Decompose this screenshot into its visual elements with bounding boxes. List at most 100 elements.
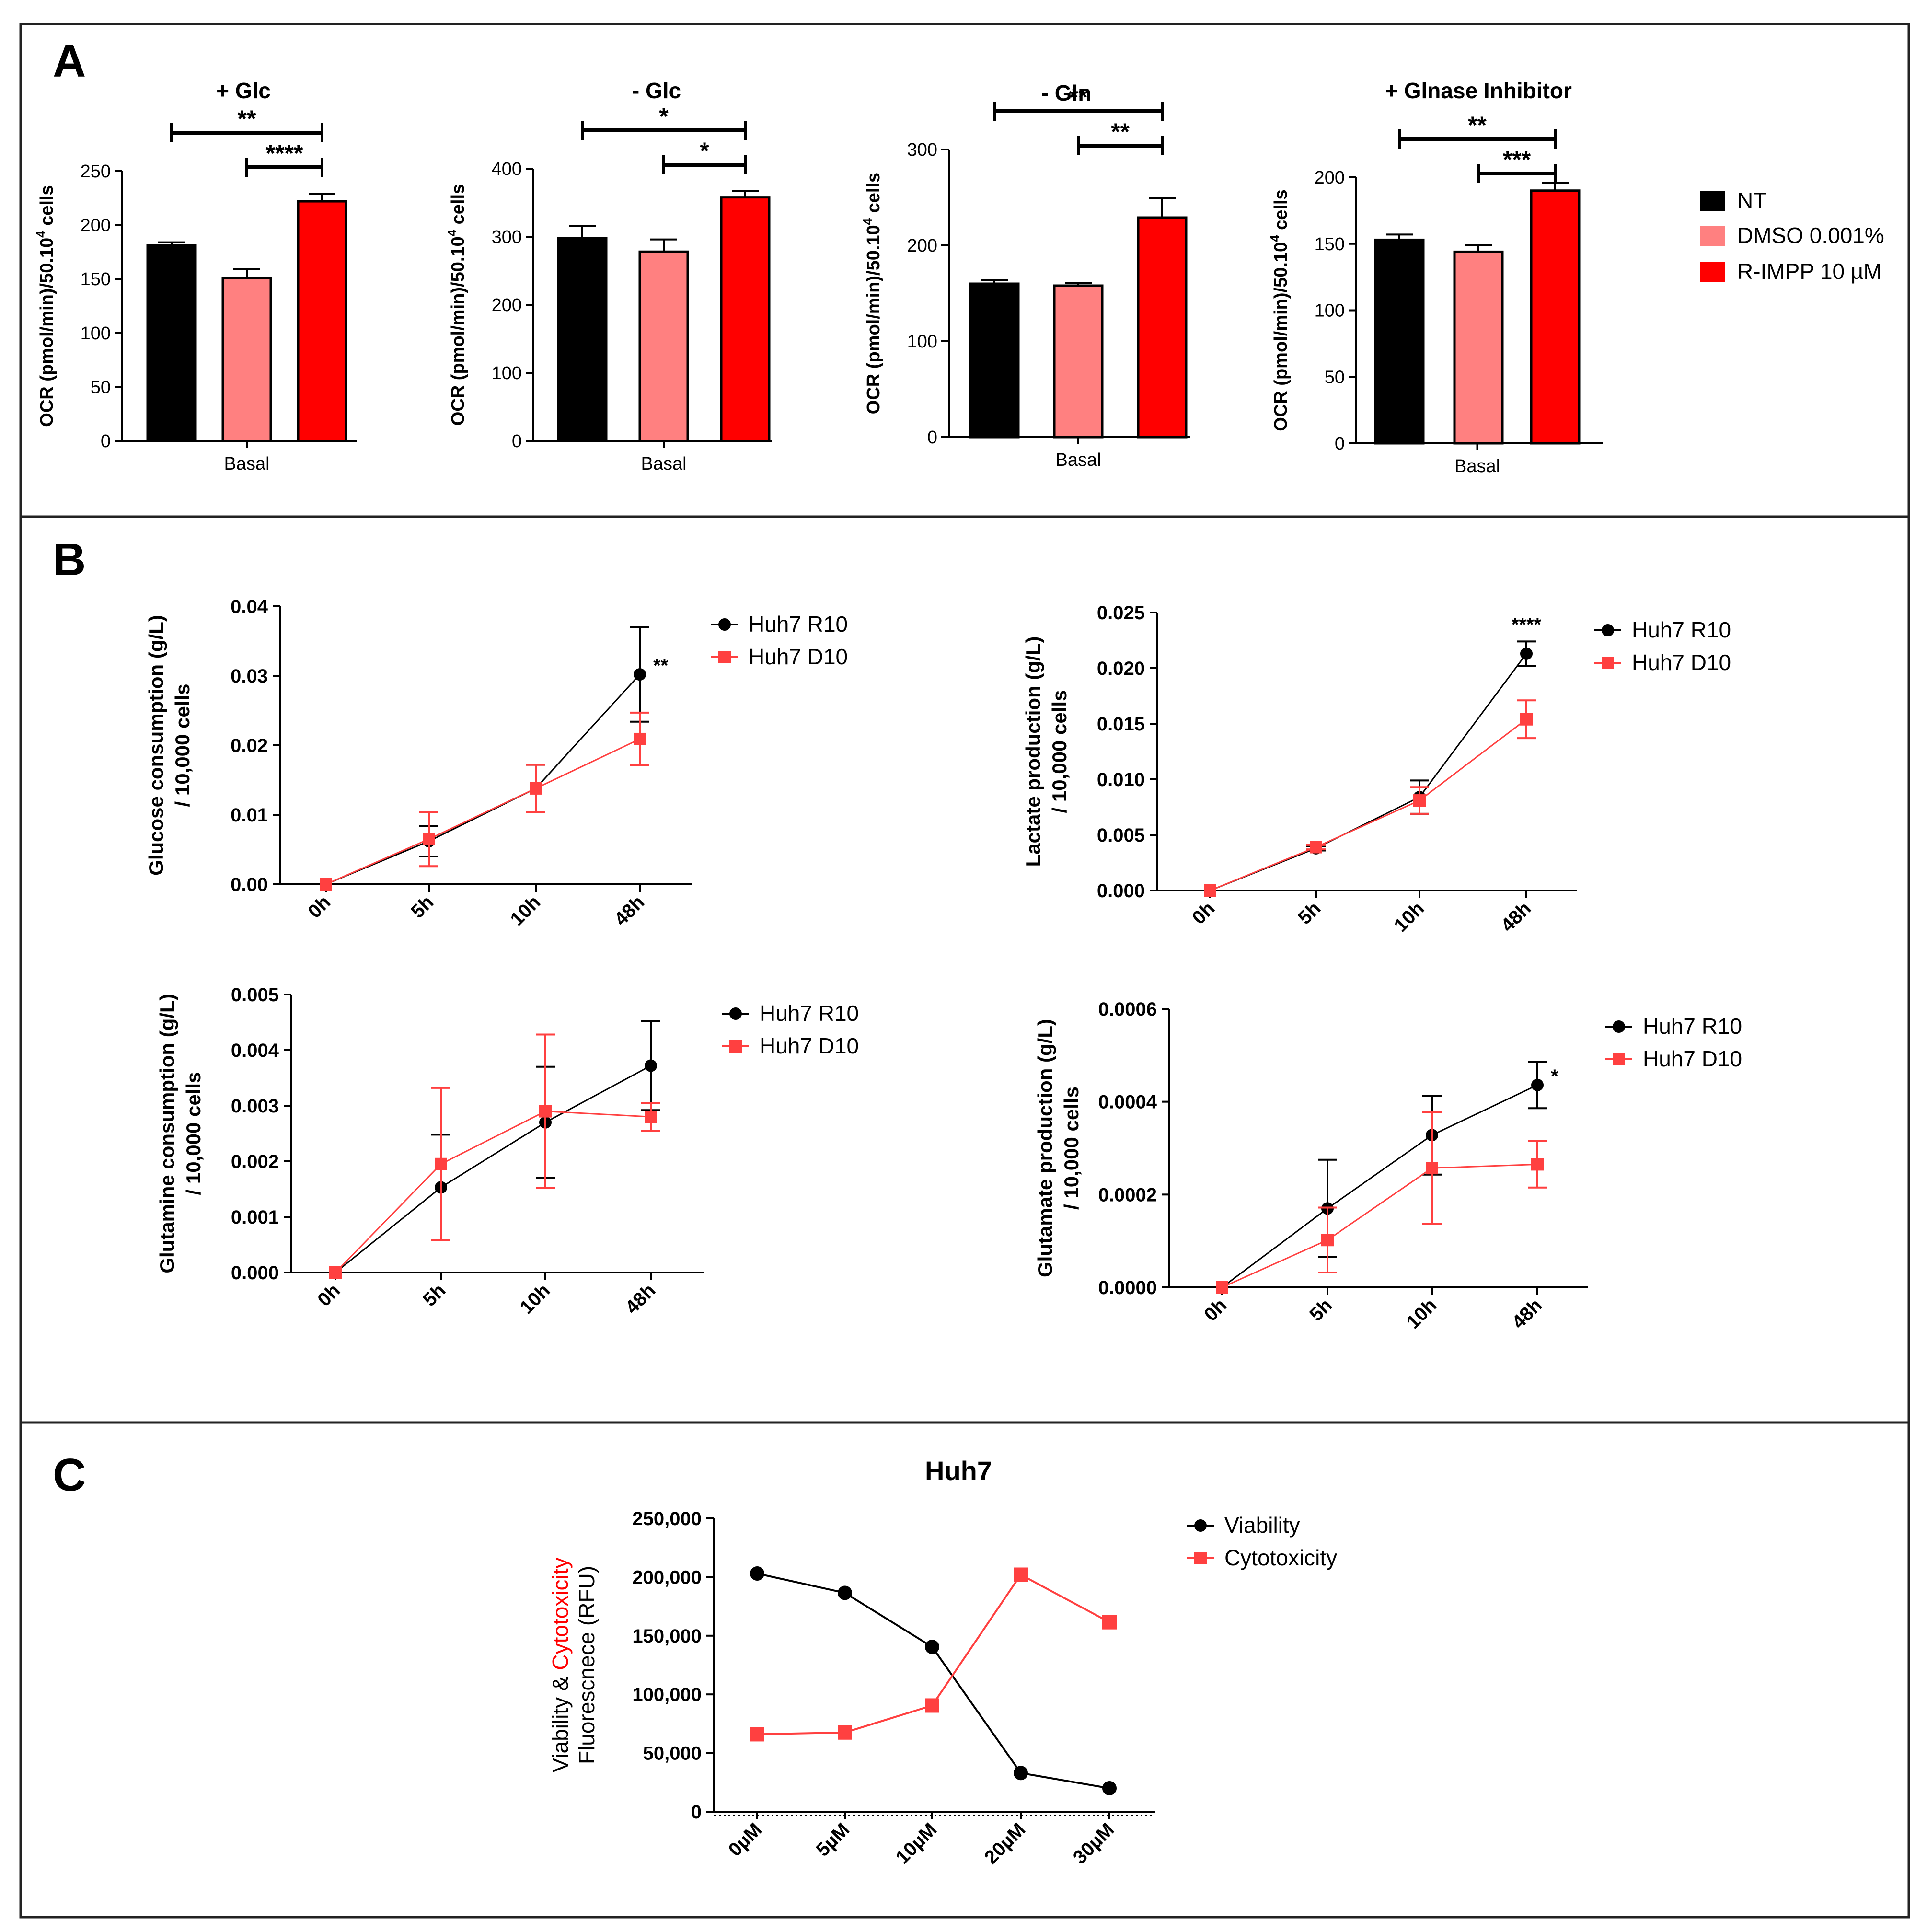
y-axis-label: Glucose consumption (g/L) (145, 615, 167, 876)
y-tick-label: 50 (1325, 367, 1345, 387)
y-tick-label: 50,000 (643, 1743, 702, 1764)
significance-label: ** (1069, 84, 1088, 111)
data-point (925, 1640, 939, 1654)
legend-swatch (1700, 262, 1725, 282)
data-point (423, 833, 435, 845)
y-tick-label: 200,000 (632, 1567, 702, 1588)
y-tick-label: 0.0002 (1098, 1184, 1157, 1205)
data-point (838, 1585, 852, 1600)
data-point (1520, 647, 1533, 660)
y-tick-label: 0.015 (1097, 714, 1145, 735)
y-tick-label: 150,000 (632, 1626, 702, 1647)
significance-label: ** (1111, 118, 1130, 145)
legend-swatch (1700, 226, 1725, 246)
legend-label: R-IMPP 10 µM (1737, 259, 1882, 284)
legend-label: Viability (1224, 1513, 1300, 1538)
y-axis-label: OCR (pmol/min)/50.104 cells (445, 184, 468, 426)
x-axis-label: Basal (1454, 456, 1500, 476)
y-tick-label: 0.020 (1097, 658, 1145, 679)
y-tick-label: 0 (101, 431, 111, 451)
y-tick-label: 0 (512, 431, 522, 451)
y-tick-label: 50 (91, 377, 111, 397)
bar (297, 200, 347, 442)
y-tick-label: 0.0000 (1098, 1277, 1157, 1298)
data-point (1321, 1234, 1334, 1247)
x-axis-label: Basal (224, 454, 269, 474)
data-point (329, 1266, 342, 1279)
legend-marker (1602, 624, 1614, 636)
y-tick-label: 0.001 (231, 1207, 279, 1228)
y-tick-label: 0.002 (231, 1151, 279, 1172)
data-point (1310, 841, 1322, 854)
legend-marker (1194, 1552, 1207, 1564)
data-point (925, 1698, 939, 1713)
panel-label-b: B (53, 534, 86, 585)
y-tick-label: 400 (492, 159, 522, 179)
y-axis-label: OCR (pmol/min)/50.104 cells (1268, 189, 1291, 431)
data-point (530, 782, 542, 795)
bar (1137, 216, 1188, 439)
y-axis-label: Fluorescnece (RFU) (574, 1566, 599, 1764)
y-tick-label: 200 (1315, 168, 1345, 188)
significance-label: **** (266, 140, 303, 167)
bar (720, 196, 771, 442)
y-axis-label: Glutamate production (g/L) (1034, 1019, 1056, 1277)
bar (969, 282, 1020, 439)
y-axis-label: OCR (pmol/min)/50.104 cells (34, 185, 57, 427)
y-tick-label: 100 (492, 363, 522, 383)
legend-marker (1602, 657, 1614, 669)
significance-label: ** (238, 105, 256, 132)
series-line (1210, 718, 1527, 891)
legend-marker (1613, 1020, 1625, 1033)
significance-label: ** (1468, 112, 1487, 139)
legend-label: Huh7 D10 (760, 1033, 859, 1058)
y-tick-label: 0.03 (231, 666, 268, 687)
data-point (1520, 713, 1533, 726)
y-tick-label: 0 (691, 1802, 702, 1823)
y-axis-label: Lactate production (g/L) (1022, 636, 1044, 867)
bar (1453, 250, 1504, 445)
y-tick-label: 150 (81, 269, 111, 289)
data-point (1102, 1615, 1117, 1630)
y-axis-label: OCR (pmol/min)/50.104 cells (860, 173, 884, 414)
data-point (634, 668, 646, 681)
data-point (750, 1727, 764, 1742)
legend-marker (1194, 1519, 1207, 1532)
bar-chart-minus-glc: - Glc 0 100 200 300 400 Basal OCR (pmol/min)/50… (445, 78, 772, 474)
y-tick-label: 0.04 (231, 596, 268, 617)
chart-title: - Glc (632, 78, 681, 103)
chart-title: + Glc (216, 78, 271, 103)
chart-title: - Gln (1041, 81, 1092, 105)
series-line (1222, 1163, 1538, 1288)
legend-label: Cytotoxicity (1224, 1545, 1337, 1570)
y-tick-label: 200 (81, 216, 111, 236)
y-tick-label: 0.005 (1097, 825, 1145, 846)
bar (638, 250, 689, 442)
y-tick-label: 0.0006 (1098, 999, 1157, 1020)
x-axis-label: Basal (641, 454, 686, 474)
y-axis-label: Glutamine consumption (g/L) (156, 994, 178, 1273)
significance-label: ** (653, 655, 669, 676)
data-point (838, 1725, 852, 1740)
y-tick-label: 0.010 (1097, 769, 1145, 790)
y-tick-label: 100 (81, 324, 111, 344)
data-point (1531, 1078, 1544, 1091)
y-axis-label: / 10,000 cells (1060, 1087, 1083, 1210)
bar (221, 277, 272, 442)
data-point (750, 1566, 764, 1581)
y-tick-label: 200 (492, 295, 522, 315)
legend-marker (729, 1007, 742, 1020)
y-tick-label: 200 (907, 236, 937, 256)
legend-label: Huh7 R10 (749, 612, 848, 636)
bar-legend: NT DMSO 0.001% R-IMPP 10 µM (1700, 188, 1884, 284)
panel-label-c: C (53, 1449, 86, 1501)
y-tick-label: 0.02 (231, 735, 268, 756)
x-axis-label: Basal (1055, 450, 1101, 470)
data-point (1426, 1162, 1438, 1175)
data-point (1102, 1781, 1117, 1796)
chart-title: Huh7 (925, 1456, 992, 1486)
y-tick-label: 0.000 (1097, 880, 1145, 902)
